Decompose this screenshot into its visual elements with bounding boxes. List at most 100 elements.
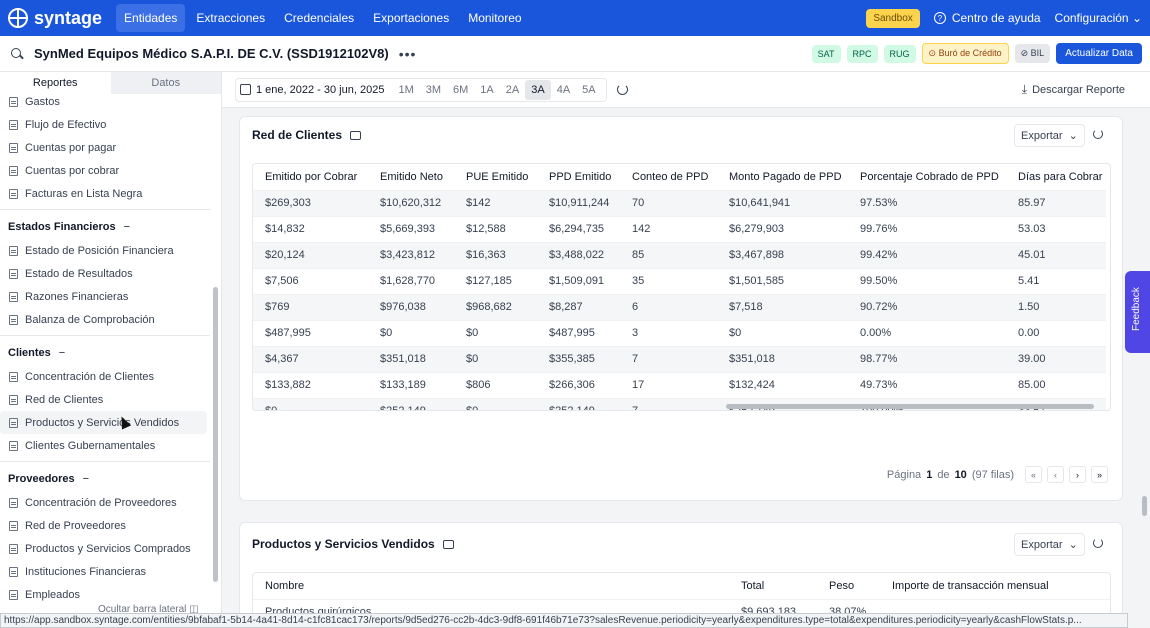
last-page-icon[interactable]: » bbox=[1091, 466, 1108, 483]
column-header[interactable]: Monto Pagado de PPD bbox=[717, 164, 848, 190]
sidebar-item-cuentas-cobrar[interactable]: Cuentas por cobrar bbox=[0, 159, 210, 182]
update-data-button[interactable]: Actualizar Data bbox=[1056, 43, 1142, 64]
period-6m[interactable]: 6M bbox=[453, 83, 469, 96]
nav-item-monitoreo[interactable]: Monitoreo bbox=[468, 11, 522, 25]
sidebar-item-productos-comprados[interactable]: Productos y Servicios Comprados bbox=[0, 537, 210, 560]
period-2a[interactable]: 2A bbox=[505, 83, 520, 96]
sidebar-item-red-clientes[interactable]: Red de Clientes bbox=[0, 388, 210, 411]
sidebar-item-empleados[interactable]: Empleados bbox=[0, 583, 210, 606]
refresh-icon[interactable] bbox=[1093, 129, 1103, 139]
main-scrollbar[interactable] bbox=[1142, 496, 1147, 516]
badge-sat[interactable]: SAT bbox=[811, 44, 841, 63]
next-page-icon[interactable]: › bbox=[1069, 466, 1086, 483]
sidebar-item-balanza[interactable]: Balanza de Comprobación bbox=[0, 308, 210, 331]
nav-item-credenciales[interactable]: Credenciales bbox=[284, 11, 355, 25]
search-icon[interactable] bbox=[8, 45, 26, 63]
feedback-button[interactable]: Feedback bbox=[1125, 271, 1150, 353]
table-row[interactable]: $20,124 $3,423,812 $16,363 $3,488,022 85 $3,4… bbox=[253, 241, 1106, 268]
date-range-picker[interactable]: 1 ene, 2022 - 30 jun, 2025 1M 3M 6M 1A 2… bbox=[235, 77, 607, 102]
table-row[interactable]: $14,832 $5,669,393 $12,588 $6,294,735 142 $6,… bbox=[253, 215, 1106, 242]
table-row[interactable]: $133,882 $133,189 $806 $266,306 17 $132,424 49… bbox=[253, 371, 1106, 398]
sidebar-scrollbar[interactable] bbox=[213, 287, 218, 582]
table-cell: 6 bbox=[620, 293, 717, 320]
table-cell: 85.00 bbox=[1006, 371, 1106, 398]
card-title: Productos y Servicios Vendidos bbox=[252, 537, 435, 551]
prev-page-icon[interactable]: ‹ bbox=[1047, 466, 1064, 483]
sidebar-item-productos-vendidos[interactable]: Productos y Servicios Vendidos bbox=[0, 411, 207, 434]
section-proveedores[interactable]: Proveedores − bbox=[0, 466, 210, 491]
report-icon bbox=[9, 371, 18, 382]
badge-rug[interactable]: RUG bbox=[883, 44, 916, 63]
sidebar-item-label: Instituciones Financieras bbox=[25, 565, 147, 578]
table-cell: $0 bbox=[717, 319, 848, 346]
tab-datos[interactable]: Datos bbox=[110, 72, 221, 94]
table-horizontal-scrollbar[interactable] bbox=[726, 404, 1094, 409]
table-row[interactable]: $7,506 $1,628,770 $127,185 $1,509,091 35 $1,5… bbox=[253, 267, 1106, 294]
sidebar-item-flujo[interactable]: Flujo de Efectivo bbox=[0, 113, 210, 136]
sidebar-item-label: Productos y Servicios Vendidos bbox=[25, 416, 180, 429]
sidebar-item-label: Estado de Resultados bbox=[25, 267, 133, 280]
brand-logo[interactable]: syntage bbox=[8, 8, 102, 29]
column-header[interactable]: PUE Emitido bbox=[454, 164, 537, 190]
section-clientes[interactable]: Clientes − bbox=[0, 340, 210, 365]
export-button[interactable]: Exportar ⌄ bbox=[1014, 533, 1085, 556]
more-options-icon[interactable]: ••• bbox=[398, 45, 417, 62]
table-cell: 85.97 bbox=[1006, 189, 1106, 216]
column-header[interactable]: Conteo de PPD bbox=[620, 164, 717, 190]
period-4a[interactable]: 4A bbox=[556, 83, 571, 96]
column-header[interactable]: Días para Cobrar bbox=[1006, 164, 1106, 190]
table-row[interactable]: $269,303 $10,620,312 $142 $10,911,244 70 $10,… bbox=[253, 189, 1106, 216]
first-page-icon[interactable]: « bbox=[1025, 466, 1042, 483]
comment-icon[interactable] bbox=[442, 539, 454, 549]
period-3a[interactable]: 3A bbox=[525, 79, 551, 100]
table-row[interactable]: $487,995 $0 $0 $487,995 3 $0 0.00% 0.00 bbox=[253, 319, 1106, 346]
sidebar-item-gastos[interactable]: Gastos bbox=[0, 90, 210, 113]
sidebar-item-razones[interactable]: Razones Financieras bbox=[0, 285, 210, 308]
sidebar-item-cuentas-pagar[interactable]: Cuentas por pagar bbox=[0, 136, 210, 159]
column-header[interactable]: Emitido Neto bbox=[368, 164, 454, 190]
period-5a[interactable]: 5A bbox=[582, 83, 596, 96]
refresh-icon[interactable] bbox=[616, 84, 628, 95]
column-header[interactable]: Importe de transacción mensual bbox=[880, 573, 1110, 599]
hide-sidebar-button[interactable]: Ocultar barra lateral ◫ bbox=[98, 604, 199, 615]
column-header[interactable]: PPD Emitido bbox=[537, 164, 620, 190]
period-1m[interactable]: 1M bbox=[398, 83, 414, 96]
export-button[interactable]: Exportar ⌄ bbox=[1014, 124, 1085, 147]
period-3m[interactable]: 3M bbox=[425, 83, 442, 96]
sidebar-item-concentracion-clientes[interactable]: Concentración de Clientes bbox=[0, 365, 210, 388]
help-center-link[interactable]: ? Centro de ayuda bbox=[933, 11, 1041, 25]
table-cell: 98.77% bbox=[848, 345, 1006, 372]
sidebar-item-red-proveedores[interactable]: Red de Proveedores bbox=[0, 514, 210, 537]
table-row[interactable]: $769 $976,038 $968,682 $8,287 6 $7,518 90.72% 1… bbox=[253, 293, 1106, 320]
refresh-icon[interactable] bbox=[1093, 538, 1103, 548]
table-row[interactable]: $4,367 $351,018 $0 $355,385 7 $351,018 98.77% 3… bbox=[253, 345, 1106, 372]
column-header[interactable]: Emitido por Cobrar bbox=[253, 164, 368, 190]
comment-icon[interactable] bbox=[350, 130, 362, 140]
help-icon: ? bbox=[933, 12, 946, 24]
tab-reportes[interactable]: Reportes bbox=[0, 72, 111, 94]
nav-item-extracciones[interactable]: Extracciones bbox=[196, 11, 266, 25]
section-estados-financieros[interactable]: Estados Financieros − bbox=[0, 214, 210, 239]
calendar-icon bbox=[240, 84, 251, 95]
badge-buro[interactable]: ⊙ Buró de Crédito bbox=[921, 43, 1009, 64]
sidebar-item-resultados[interactable]: Estado de Resultados bbox=[0, 262, 210, 285]
sidebar-item-gubernamentales[interactable]: Clientes Gubernamentales bbox=[0, 434, 210, 457]
nav-item-exportaciones[interactable]: Exportaciones bbox=[373, 11, 450, 25]
column-header[interactable]: Nombre bbox=[253, 573, 729, 599]
table-cell: $14,832 bbox=[253, 215, 368, 242]
badge-bil[interactable]: ⊘ BIL bbox=[1014, 44, 1051, 63]
config-menu[interactable]: Configuración ⌄ bbox=[1055, 11, 1142, 25]
sidebar-item-posicion[interactable]: Estado de Posición Financiera bbox=[0, 239, 210, 262]
sidebar-item-lista-negra[interactable]: Facturas en Lista Negra bbox=[0, 182, 210, 205]
table-cell: $3,488,022 bbox=[537, 241, 620, 268]
column-header[interactable]: Peso bbox=[817, 573, 880, 599]
report-icon bbox=[9, 96, 18, 107]
nav-item-entidades[interactable]: Entidades bbox=[116, 4, 186, 32]
period-1a[interactable]: 1A bbox=[480, 83, 494, 96]
column-header[interactable]: Total bbox=[729, 573, 817, 599]
badge-rpc[interactable]: RPC bbox=[846, 44, 878, 63]
sidebar-item-concentracion-proveedores[interactable]: Concentración de Proveedores bbox=[0, 491, 210, 514]
column-header[interactable]: Porcentaje Cobrado de PPD bbox=[848, 164, 1006, 190]
download-report-button[interactable]: ⤓ Descargar Reporte bbox=[1022, 82, 1125, 97]
sidebar-item-instituciones[interactable]: Instituciones Financieras bbox=[0, 560, 210, 583]
